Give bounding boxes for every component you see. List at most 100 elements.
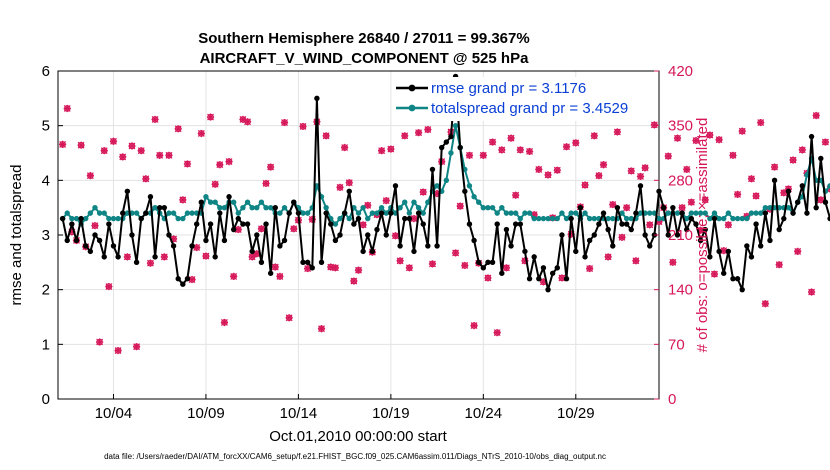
obs-count-marker <box>165 151 173 159</box>
data-point-totalspread <box>605 215 611 222</box>
data-point-totalspread <box>494 210 500 216</box>
data-point-rmse <box>586 237 593 244</box>
y-axis-right-label: # of obs: o=possible; ×=assimilated <box>694 118 711 353</box>
data-point-totalspread <box>767 204 773 211</box>
x-tick-label: 10/24 <box>465 405 503 422</box>
data-point-totalspread <box>87 210 94 216</box>
obs-count-marker <box>364 201 372 209</box>
obs-count-marker <box>225 157 233 166</box>
data-point-rmse <box>304 259 311 266</box>
obs-count-marker <box>613 128 621 136</box>
data-point-totalspread <box>637 210 644 216</box>
data-point-rmse <box>526 276 533 282</box>
data-point-rmse <box>235 215 241 222</box>
data-point-rmse <box>503 226 510 233</box>
data-point-totalspread <box>217 204 223 211</box>
obs-count-marker <box>354 266 363 274</box>
data-point-totalspread <box>499 204 505 211</box>
obs-count-marker <box>391 232 400 240</box>
data-point-totalspread <box>152 204 158 211</box>
data-point-totalspread <box>434 183 440 189</box>
obs-count-marker <box>396 257 404 265</box>
obs-count-marker <box>216 161 224 169</box>
data-point-rmse <box>573 248 579 255</box>
data-point-totalspread <box>415 204 422 211</box>
data-point-totalspread <box>277 210 283 216</box>
data-point-rmse <box>402 215 408 222</box>
obs-count-marker <box>798 146 806 154</box>
data-point-rmse <box>522 248 528 255</box>
data-point-rmse <box>508 243 514 249</box>
data-point-totalspread <box>619 210 625 216</box>
obs-count-marker <box>623 204 631 212</box>
obs-count-marker <box>230 272 238 280</box>
data-point-rmse <box>744 243 750 249</box>
data-point-rmse <box>822 199 829 205</box>
data-point-rmse <box>637 183 644 189</box>
footer-data-file: data file: /Users/raeder/DAI/ATM_forcXX/… <box>104 452 606 461</box>
data-point-totalspread <box>744 215 750 222</box>
data-point-rmse <box>434 243 440 249</box>
obs-count-marker <box>521 257 529 265</box>
obs-count-marker <box>479 151 487 159</box>
data-point-rmse <box>189 243 195 249</box>
data-point-rmse <box>494 221 500 227</box>
data-point-totalspread <box>684 215 690 222</box>
data-point-rmse <box>258 259 265 266</box>
y-tick-label-right: 350 <box>668 118 693 135</box>
obs-count-marker <box>271 263 279 271</box>
data-point-totalspread <box>374 210 380 216</box>
obs-count-marker <box>202 252 210 260</box>
data-point-rmse <box>679 210 685 216</box>
data-point-rmse <box>244 221 251 227</box>
obs-count-marker <box>484 274 492 282</box>
data-point-rmse <box>674 232 681 238</box>
obs-count-marker <box>132 343 141 351</box>
data-point-totalspread <box>628 215 634 222</box>
obs-count-marker <box>794 247 802 255</box>
data-point-totalspread <box>610 215 616 222</box>
data-point-rmse <box>439 144 445 151</box>
data-point-rmse <box>406 215 413 222</box>
data-point-totalspread <box>827 183 830 189</box>
obs-count-marker <box>137 147 145 155</box>
obs-count-marker <box>341 143 349 152</box>
data-point-totalspread <box>96 210 103 216</box>
obs-count-marker <box>179 196 187 204</box>
data-point-rmse <box>517 221 524 227</box>
data-point-rmse <box>443 139 450 145</box>
obs-count-marker <box>747 175 756 183</box>
data-point-totalspread <box>582 210 588 216</box>
obs-count-marker <box>317 325 326 333</box>
data-point-rmse <box>448 133 454 140</box>
data-point-totalspread <box>69 215 75 222</box>
data-point-totalspread <box>383 210 389 216</box>
x-tick-label: 10/29 <box>557 405 595 422</box>
data-point-totalspread <box>647 210 653 216</box>
data-point-rmse <box>827 215 830 222</box>
obs-count-marker <box>461 261 469 270</box>
data-point-rmse <box>485 259 491 266</box>
obs-count-marker <box>280 118 289 127</box>
obs-count-marker <box>243 118 252 126</box>
data-point-totalspread <box>203 194 209 200</box>
data-point-totalspread <box>115 215 121 222</box>
y-tick-label-right: 420 <box>668 63 693 80</box>
y-tick-label-left: 0 <box>42 391 50 408</box>
data-point-rmse <box>554 265 560 271</box>
obs-count-marker <box>544 171 552 179</box>
obs-count-marker <box>96 338 104 346</box>
obs-count-marker <box>276 272 284 280</box>
obs-count-marker <box>211 180 219 188</box>
data-point-rmse <box>291 199 297 205</box>
obs-count-marker <box>586 264 594 273</box>
data-point-totalspread <box>258 199 265 205</box>
obs-count-marker <box>673 134 682 142</box>
data-point-totalspread <box>762 204 769 211</box>
data-point-rmse <box>341 210 348 216</box>
data-point-rmse <box>591 232 597 238</box>
data-point-rmse <box>157 204 163 211</box>
data-point-rmse <box>161 204 168 211</box>
data-point-rmse <box>328 221 334 227</box>
data-point-totalspread <box>244 199 251 205</box>
